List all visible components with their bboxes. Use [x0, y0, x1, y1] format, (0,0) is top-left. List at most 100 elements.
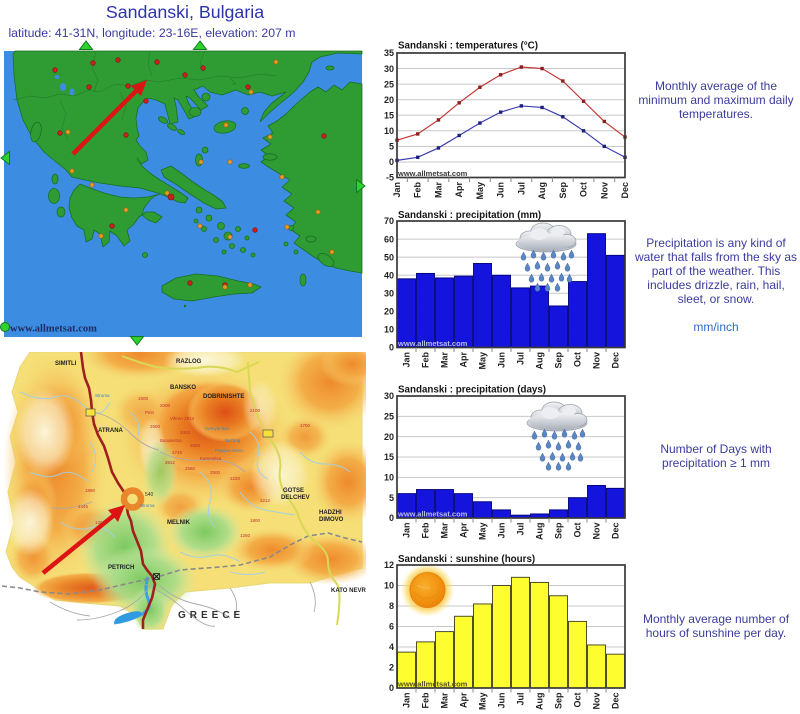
svg-text:20: 20 — [384, 95, 394, 105]
svg-text:ATRANA: ATRANA — [98, 428, 124, 434]
svg-text:Sandanski : precipitation (mm): Sandanski : precipitation (mm) — [398, 210, 541, 221]
svg-text:Jun: Jun — [497, 352, 507, 368]
svg-text:Bezbog: Bezbog — [225, 438, 241, 443]
svg-text:Struma: Struma — [140, 503, 155, 508]
svg-text:Mar: Mar — [440, 522, 450, 539]
svg-text:Mar: Mar — [440, 692, 450, 709]
svg-text:0: 0 — [389, 157, 394, 167]
svg-text:15: 15 — [384, 452, 394, 462]
svg-text:2212: 2212 — [260, 498, 271, 503]
svg-text:8: 8 — [389, 601, 394, 611]
svg-text:5: 5 — [389, 493, 394, 503]
svg-text:Demyanitsa: Demyanitsa — [205, 426, 229, 431]
svg-text:www.allmetsat.com: www.allmetsat.com — [10, 324, 97, 335]
svg-text:Jul: Jul — [516, 523, 526, 536]
svg-text:Banderitsa: Banderitsa — [160, 438, 182, 443]
svg-text:www.allmetsat.com: www.allmetsat.com — [397, 169, 468, 178]
svg-text:35: 35 — [384, 48, 394, 58]
svg-text:10: 10 — [384, 325, 394, 335]
svg-text:1700: 1700 — [300, 423, 311, 428]
svg-text:50: 50 — [384, 252, 394, 262]
svg-text:Aug: Aug — [535, 523, 545, 541]
svg-text:20: 20 — [384, 307, 394, 317]
svg-text:Nov: Nov — [592, 693, 602, 710]
svg-text:Dec: Dec — [620, 182, 630, 199]
svg-text:30: 30 — [384, 288, 394, 298]
svg-text:25: 25 — [384, 79, 394, 89]
svg-text:4: 4 — [389, 642, 394, 652]
svg-text:5: 5 — [389, 142, 394, 152]
svg-text:70: 70 — [384, 216, 394, 226]
svg-text:10: 10 — [384, 473, 394, 483]
svg-text:Aug: Aug — [535, 352, 545, 370]
svg-text:1500: 1500 — [138, 396, 149, 401]
svg-text:Nov: Nov — [592, 523, 602, 540]
svg-text:Struma: Struma — [95, 393, 110, 398]
svg-text:May: May — [475, 182, 485, 200]
svg-text:Sep: Sep — [554, 522, 564, 539]
svg-text:Apr: Apr — [459, 352, 469, 368]
svg-text:1250: 1250 — [240, 533, 251, 538]
svg-text:2220: 2220 — [230, 476, 241, 481]
svg-text:2000: 2000 — [160, 403, 171, 408]
svg-text:RAZLOG: RAZLOG — [176, 359, 202, 365]
svg-text:Kamenitsa: Kamenitsa — [200, 456, 222, 461]
svg-text:May: May — [478, 693, 488, 711]
svg-text:Jul: Jul — [516, 352, 526, 365]
svg-text:Dec: Dec — [611, 693, 621, 710]
svg-text:0: 0 — [389, 513, 394, 523]
svg-text:Pirin: Pirin — [145, 410, 154, 415]
svg-text:15: 15 — [384, 110, 394, 120]
svg-text:10: 10 — [384, 581, 394, 591]
svg-text:May: May — [478, 523, 488, 541]
svg-text:Apr: Apr — [459, 692, 469, 708]
svg-text:Feb: Feb — [421, 522, 431, 539]
svg-text:Jul: Jul — [516, 182, 526, 195]
svg-text:Jun: Jun — [497, 693, 507, 709]
svg-text:Apr: Apr — [454, 182, 464, 198]
svg-text:www.allmetsat.com: www.allmetsat.com — [397, 509, 468, 518]
svg-text:0: 0 — [389, 683, 394, 693]
svg-text:Dec: Dec — [611, 352, 621, 369]
svg-text:1200: 1200 — [95, 520, 106, 525]
svg-text:2745: 2745 — [172, 450, 183, 455]
svg-text:Nov: Nov — [599, 182, 609, 199]
svg-text:Oct: Oct — [573, 352, 583, 367]
svg-text:6: 6 — [389, 622, 394, 632]
svg-text:30: 30 — [384, 391, 394, 401]
svg-text:Oct: Oct — [573, 523, 583, 538]
svg-text:Nov: Nov — [592, 352, 602, 369]
svg-text:20: 20 — [384, 432, 394, 442]
svg-text:2580: 2580 — [185, 466, 196, 471]
svg-text:HADZHI: HADZHI — [319, 510, 342, 516]
svg-text:2612: 2612 — [165, 460, 176, 465]
svg-text:DIMOVO: DIMOVO — [319, 517, 344, 523]
svg-text:2453: 2453 — [180, 430, 191, 435]
svg-text:Jan: Jan — [402, 693, 412, 709]
svg-text:Jun: Jun — [497, 523, 507, 539]
svg-text:1800: 1800 — [250, 518, 261, 523]
svg-text:Sandanski : precipitation (day: Sandanski : precipitation (days) — [398, 385, 546, 396]
svg-text:May: May — [478, 352, 488, 370]
svg-text:Apr: Apr — [459, 522, 469, 538]
svg-text:Aug: Aug — [535, 693, 545, 711]
svg-text:Sandanski : temperatures (°C): Sandanski : temperatures (°C) — [398, 41, 538, 52]
svg-text:25: 25 — [384, 412, 394, 422]
svg-text:Jan: Jan — [402, 523, 412, 539]
svg-text:Sep: Sep — [554, 352, 564, 369]
svg-text:540: 540 — [145, 492, 154, 498]
svg-text:GREECE: GREECE — [178, 610, 244, 621]
svg-text:SIMITLI: SIMITLI — [55, 361, 77, 367]
svg-text:Sep: Sep — [554, 692, 564, 709]
svg-text:Sep: Sep — [558, 182, 568, 199]
svg-text:Jul: Jul — [516, 693, 526, 706]
svg-text:2800: 2800 — [190, 443, 201, 448]
svg-text:2600: 2600 — [150, 424, 161, 429]
svg-text:30: 30 — [384, 64, 394, 74]
svg-text:1880: 1880 — [85, 488, 96, 493]
svg-text:Mar: Mar — [433, 182, 443, 199]
svg-text:Jan: Jan — [402, 352, 412, 368]
svg-text:2100: 2100 — [250, 408, 261, 413]
svg-text:DELCHEV: DELCHEV — [281, 495, 310, 501]
svg-text:GOTSE: GOTSE — [283, 488, 304, 494]
